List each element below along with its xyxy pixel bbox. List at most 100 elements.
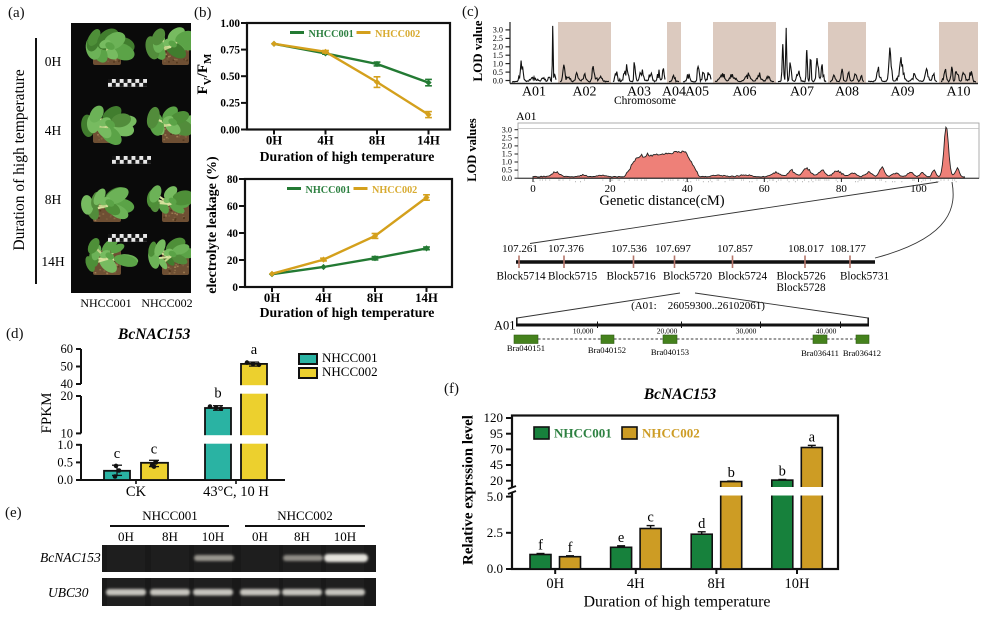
svg-text:f: f bbox=[538, 538, 543, 554]
svg-text:10: 10 bbox=[61, 426, 74, 440]
svg-text:NHCC002: NHCC002 bbox=[372, 185, 417, 196]
svg-text:A10: A10 bbox=[946, 85, 970, 100]
svg-text:14H: 14H bbox=[415, 291, 438, 305]
svg-text:NHCC001: NHCC001 bbox=[305, 185, 350, 196]
svg-text:CK: CK bbox=[126, 484, 147, 500]
svg-text:10H: 10H bbox=[785, 576, 811, 592]
svg-text:NHCC001: NHCC001 bbox=[554, 426, 612, 441]
svg-text:A05: A05 bbox=[685, 85, 709, 100]
svg-text:1.5: 1.5 bbox=[493, 51, 503, 60]
svg-text:Bra036412: Bra036412 bbox=[843, 348, 881, 358]
svg-text:0H: 0H bbox=[265, 134, 281, 148]
svg-text:0H: 0H bbox=[263, 291, 279, 305]
svg-text:0: 0 bbox=[530, 183, 536, 195]
svg-text:Chromosome: Chromosome bbox=[614, 95, 676, 107]
svg-text:2.5: 2.5 bbox=[502, 133, 512, 142]
svg-text:A01: A01 bbox=[516, 109, 537, 123]
svg-text:0.0: 0.0 bbox=[487, 561, 503, 576]
svg-text:A07: A07 bbox=[790, 85, 814, 100]
svg-text:c: c bbox=[647, 510, 653, 526]
svg-text:1.5: 1.5 bbox=[502, 150, 512, 159]
svg-text:4H: 4H bbox=[317, 134, 333, 148]
svg-text:14H: 14H bbox=[417, 134, 440, 148]
svg-text:107.697: 107.697 bbox=[655, 243, 691, 255]
svg-text:20: 20 bbox=[605, 183, 617, 195]
svg-text:0.0: 0.0 bbox=[493, 76, 503, 85]
svg-text:20,000: 20,000 bbox=[657, 327, 678, 336]
svg-text:108.017: 108.017 bbox=[788, 243, 824, 255]
svg-text:2.0: 2.0 bbox=[493, 43, 503, 52]
svg-text:1.0: 1.0 bbox=[493, 59, 503, 68]
svg-text:0.5: 0.5 bbox=[493, 68, 503, 77]
svg-text:0.5: 0.5 bbox=[57, 455, 73, 469]
svg-text:Block5731: Block5731 bbox=[840, 271, 889, 283]
svg-text:60: 60 bbox=[759, 183, 771, 195]
svg-text:a: a bbox=[251, 342, 258, 358]
svg-text:100: 100 bbox=[910, 183, 927, 195]
svg-text:70: 70 bbox=[490, 442, 503, 457]
svg-text:45: 45 bbox=[490, 457, 503, 472]
svg-text:107.376: 107.376 bbox=[548, 243, 584, 255]
svg-text:f: f bbox=[568, 540, 573, 556]
svg-text:0.0: 0.0 bbox=[502, 174, 512, 183]
svg-text:NHCC002: NHCC002 bbox=[642, 426, 700, 441]
svg-text:60: 60 bbox=[61, 342, 74, 356]
svg-text:A09: A09 bbox=[890, 85, 914, 100]
svg-text:A06: A06 bbox=[732, 85, 756, 100]
svg-text:40,000: 40,000 bbox=[816, 327, 837, 336]
svg-text:20: 20 bbox=[490, 473, 503, 488]
svg-text:c: c bbox=[114, 446, 120, 462]
svg-text:10,000: 10,000 bbox=[573, 327, 594, 336]
svg-text:0H: 0H bbox=[546, 576, 564, 592]
svg-text:107.261: 107.261 bbox=[502, 243, 538, 255]
svg-text:8H: 8H bbox=[366, 291, 382, 305]
svg-text:A02: A02 bbox=[572, 85, 596, 100]
svg-text:80: 80 bbox=[836, 183, 848, 195]
svg-text:0.00: 0.00 bbox=[220, 124, 240, 136]
svg-text:2.0: 2.0 bbox=[502, 142, 512, 151]
svg-text:2.5: 2.5 bbox=[493, 34, 503, 43]
svg-text:0.5: 0.5 bbox=[502, 166, 512, 175]
svg-text:50: 50 bbox=[61, 360, 74, 374]
svg-text:4H: 4H bbox=[315, 291, 331, 305]
svg-text:Genetic distance(cM): Genetic distance(cM) bbox=[599, 193, 724, 209]
svg-text:95: 95 bbox=[490, 426, 503, 441]
svg-text:0.25: 0.25 bbox=[220, 98, 240, 110]
svg-text:1.00: 1.00 bbox=[220, 18, 240, 30]
svg-text:(A01: 26059300..26102061): (A01: 26059300..26102061) bbox=[631, 300, 765, 312]
svg-text:8H: 8H bbox=[708, 576, 726, 592]
svg-text:0.50: 0.50 bbox=[220, 71, 240, 83]
svg-text:A04: A04 bbox=[662, 85, 686, 100]
svg-text:60: 60 bbox=[226, 200, 238, 212]
svg-text:1.0: 1.0 bbox=[57, 438, 73, 452]
svg-text:b: b bbox=[214, 386, 221, 402]
svg-text:0.75: 0.75 bbox=[220, 44, 240, 56]
svg-text:43°C, 10 H: 43°C, 10 H bbox=[203, 484, 269, 500]
svg-text:0: 0 bbox=[232, 281, 238, 293]
svg-text:NHCC001: NHCC001 bbox=[308, 29, 353, 40]
svg-text:1.0: 1.0 bbox=[502, 158, 512, 167]
svg-text:40: 40 bbox=[682, 183, 694, 195]
svg-text:5.0: 5.0 bbox=[487, 489, 503, 504]
svg-text:d: d bbox=[698, 516, 706, 532]
svg-text:Duration of high temperature: Duration of high temperature bbox=[583, 594, 770, 611]
svg-text:Block5724: Block5724 bbox=[718, 271, 768, 283]
svg-text:3.0: 3.0 bbox=[493, 26, 503, 35]
svg-text:Block5728: Block5728 bbox=[776, 282, 826, 294]
svg-text:c: c bbox=[151, 442, 157, 458]
svg-text:40: 40 bbox=[226, 227, 238, 239]
svg-text:20: 20 bbox=[226, 254, 238, 266]
svg-text:20: 20 bbox=[61, 389, 74, 403]
svg-text:Block5726: Block5726 bbox=[776, 271, 826, 283]
svg-text:A01: A01 bbox=[522, 85, 546, 100]
svg-text:A08: A08 bbox=[835, 85, 859, 100]
svg-text:Bra040152: Bra040152 bbox=[588, 345, 626, 355]
svg-text:A03: A03 bbox=[627, 85, 651, 100]
svg-text:Bra040151: Bra040151 bbox=[507, 343, 545, 353]
svg-text:Bra040153: Bra040153 bbox=[651, 347, 689, 357]
svg-text:3.0: 3.0 bbox=[502, 125, 512, 134]
svg-text:108.177: 108.177 bbox=[830, 243, 866, 255]
svg-text:2.5: 2.5 bbox=[487, 525, 503, 540]
svg-text:a: a bbox=[809, 429, 816, 445]
svg-text:107.536: 107.536 bbox=[611, 243, 647, 255]
